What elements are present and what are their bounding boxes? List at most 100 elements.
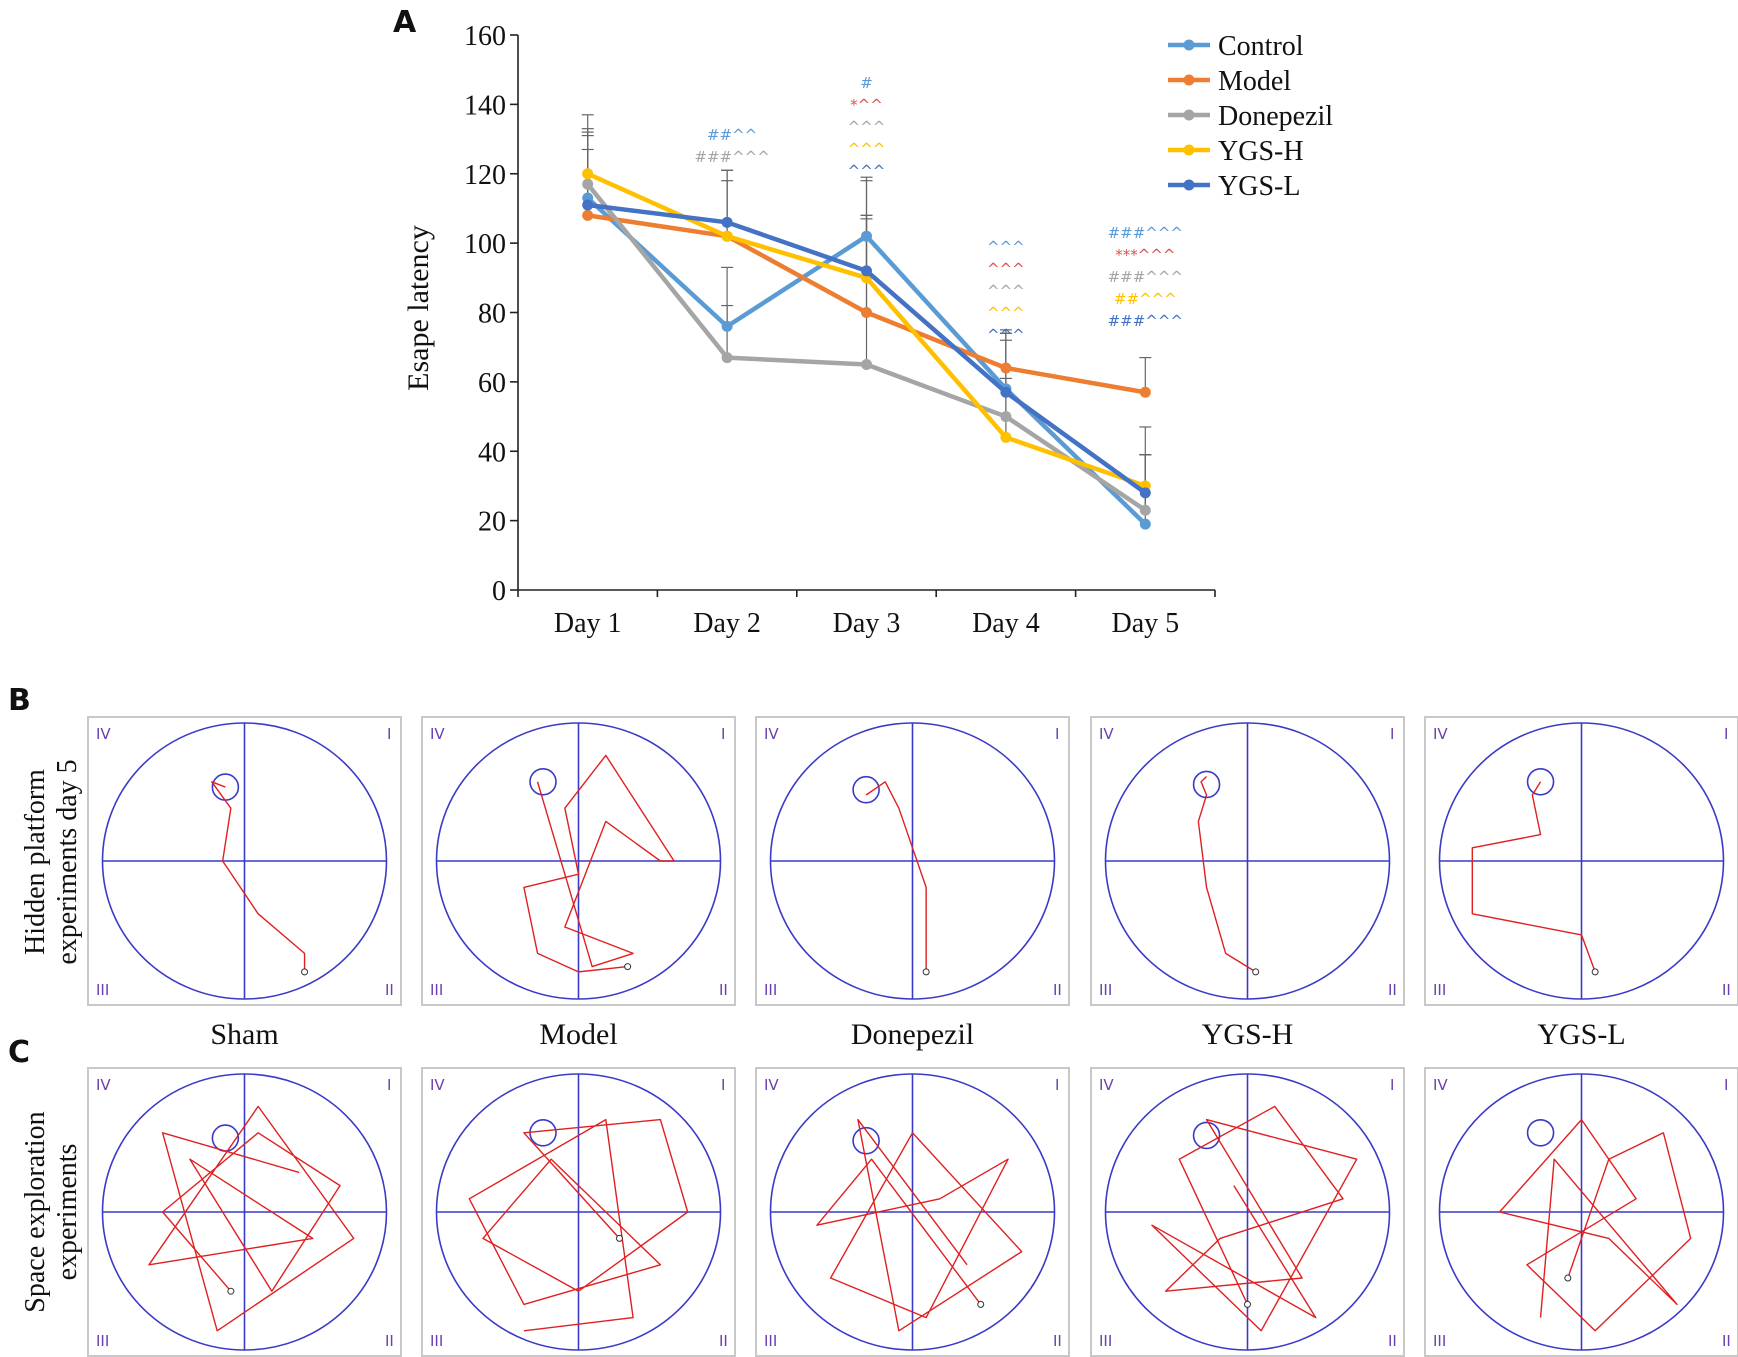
data-point-donepezil <box>1139 504 1151 516</box>
data-point-model <box>1000 362 1012 374</box>
quadrant-label: II <box>1388 1332 1397 1350</box>
y-tick-label: 160 <box>464 21 506 52</box>
quadrant-label: IV <box>96 1076 111 1094</box>
x-axis: Day 1 Day 2 Day 3 Day 4 Day 5 <box>517 589 1216 639</box>
swim-path <box>1197 776 1257 973</box>
quadrant-label: II <box>1722 981 1731 999</box>
y-tick-label: 100 <box>464 229 506 260</box>
x-tick-label: Day 5 <box>1111 608 1179 639</box>
quadrant-label: II <box>385 981 394 999</box>
swim-path <box>1151 1105 1358 1332</box>
swim-path <box>148 1105 355 1332</box>
significance-label: ###^^^ <box>1108 312 1183 330</box>
x-tick-label: Day 2 <box>693 608 761 639</box>
y-tick-label: 0 <box>492 576 506 607</box>
significance-label: ^^^ <box>987 238 1025 256</box>
legend-swatch-marker <box>1183 179 1195 191</box>
quadrant-label: I <box>1724 1076 1728 1094</box>
y-tick-label: 140 <box>464 90 506 121</box>
quadrant-label: I <box>721 1076 725 1094</box>
significance-label: ##^^ <box>707 126 757 144</box>
quadrant-label: III <box>96 1332 109 1350</box>
quadrant-label: II <box>719 981 728 999</box>
y-axis: 0 20 40 60 80 100 120 140 160 <box>464 21 519 607</box>
data-point-donepezil <box>1000 411 1012 423</box>
quadrant-label: I <box>1055 1076 1059 1094</box>
quadrant-label: II <box>1388 981 1397 999</box>
swim-path <box>816 1118 1023 1332</box>
significance-label: ^^^ <box>987 282 1025 300</box>
y-tick-label: 80 <box>478 299 506 330</box>
significance-label: ###^^^ <box>1108 268 1183 286</box>
quadrant-label: III <box>1099 1332 1112 1350</box>
row-b-label-line2: experiments day 5 <box>52 759 83 964</box>
start-marker <box>1591 968 1599 976</box>
quadrant-label: II <box>1053 981 1062 999</box>
start-marker <box>922 968 930 976</box>
data-point-donepezil <box>861 359 872 371</box>
quadrant-label: IV <box>1433 725 1448 743</box>
significance-label: ^^^ <box>848 162 886 180</box>
significance-label: ^^^ <box>987 304 1025 322</box>
significance-label: ^^^ <box>987 260 1025 278</box>
y-tick-label: 60 <box>478 368 506 399</box>
legend: Control Model Donepezil YGS-H YGS-L <box>1168 31 1333 202</box>
start-marker <box>977 1300 985 1308</box>
data-point-control <box>861 230 872 242</box>
row-b-label-line1: Hidden platform <box>20 769 51 955</box>
quadrant-label: III <box>764 1332 777 1350</box>
panel-a-letter: A <box>393 5 417 40</box>
legend-label: YGS-H <box>1218 136 1304 167</box>
start-marker <box>1564 1274 1572 1282</box>
group-label-model: Model <box>539 1018 617 1051</box>
quadrant-label: I <box>387 1076 391 1094</box>
group-label-sham: Sham <box>210 1018 278 1051</box>
significance-label: *^^ <box>850 96 883 114</box>
quadrant-label: III <box>764 981 777 999</box>
quadrant-label: III <box>1433 981 1446 999</box>
panel-c-letter: C <box>8 1035 30 1070</box>
quadrant-label: III <box>430 981 443 999</box>
data-point-model <box>582 209 594 221</box>
group-label-donepezil: Donepezil <box>851 1018 974 1051</box>
quadrant-label: IV <box>764 725 779 743</box>
x-tick-label: Day 1 <box>554 608 622 639</box>
row-c-label-line2: experiments <box>52 1144 83 1281</box>
quadrant-label: III <box>1433 1332 1446 1350</box>
legend-label: Model <box>1218 66 1291 97</box>
data-point-ygs-l <box>861 265 872 277</box>
legend-swatch-marker <box>1183 74 1195 86</box>
significance-label: ###^^^ <box>1108 224 1183 242</box>
quadrant-label: II <box>385 1332 394 1350</box>
legend-swatch-marker <box>1183 109 1195 121</box>
significance-label: ###^^^ <box>694 148 769 166</box>
start-marker <box>301 968 309 976</box>
platform-circle <box>529 767 557 796</box>
quadrant-label: I <box>721 725 725 743</box>
start-marker <box>1252 968 1260 976</box>
quadrant-label: I <box>1724 725 1728 743</box>
group-label-ygs-h: YGS-H <box>1202 1018 1294 1051</box>
swim-path <box>523 754 675 973</box>
quadrant-label: IV <box>1433 1076 1448 1094</box>
platform-circle <box>1192 770 1221 799</box>
quadrant-label: II <box>1053 1332 1062 1350</box>
data-point-model <box>861 307 872 318</box>
group-label-ygs-l: YGS-L <box>1537 1018 1625 1051</box>
quadrant-label: II <box>1722 1332 1731 1350</box>
platform-circle <box>1526 1119 1555 1147</box>
platform-circle <box>1526 767 1555 796</box>
quadrant-label: III <box>1099 981 1112 999</box>
legend-label: YGS-L <box>1218 171 1300 202</box>
x-tick-label: Day 4 <box>972 608 1040 639</box>
data-point-ygs-h <box>1000 431 1012 443</box>
